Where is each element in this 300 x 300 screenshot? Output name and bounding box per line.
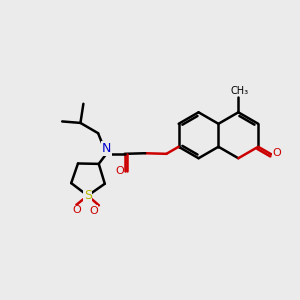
Text: N: N xyxy=(102,142,111,155)
Text: O: O xyxy=(72,205,81,215)
Text: O: O xyxy=(89,206,98,216)
Text: O: O xyxy=(115,166,124,176)
Text: CH₃: CH₃ xyxy=(231,85,249,95)
Text: O: O xyxy=(272,148,281,158)
Text: S: S xyxy=(84,189,92,202)
